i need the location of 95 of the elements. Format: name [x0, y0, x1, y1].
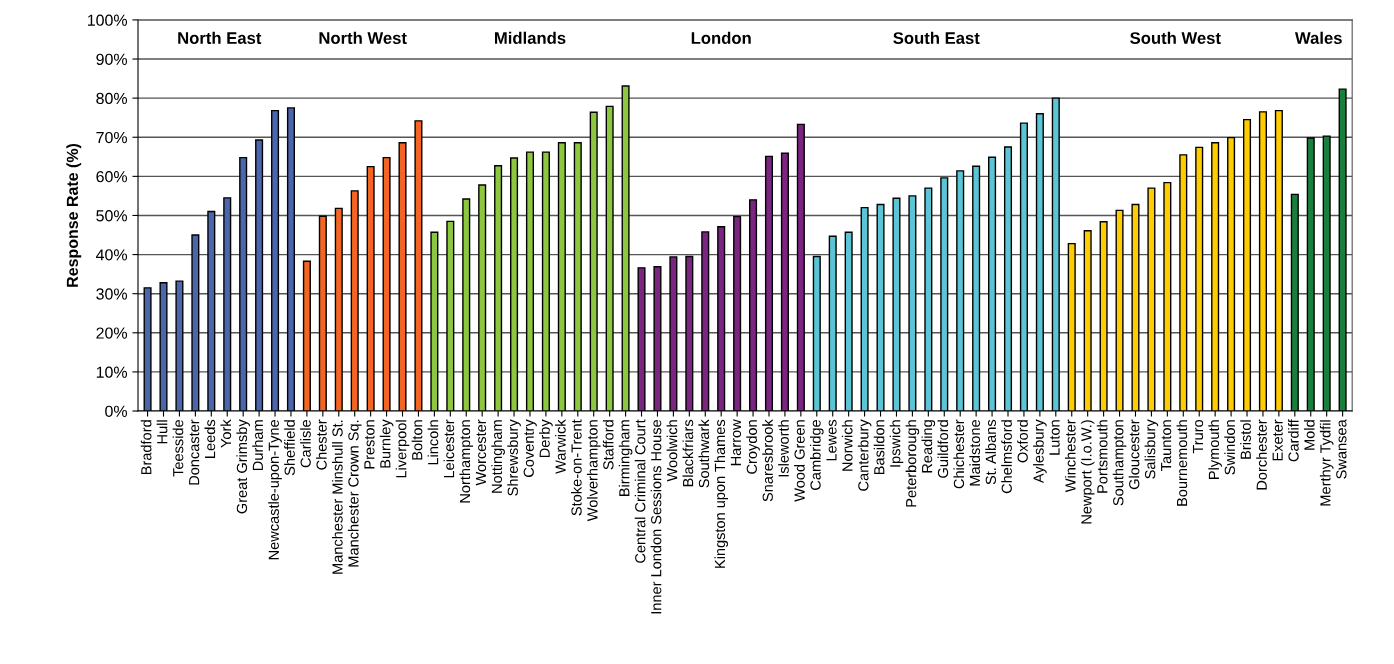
x-tick-label: Nottingham — [491, 420, 505, 493]
y-tick-label: 60% — [96, 170, 128, 183]
x-tick-label: Swindon — [1224, 420, 1235, 475]
x-tick-label: Bolton — [411, 420, 423, 460]
x-tick-label: Great Grimsby — [236, 419, 250, 514]
x-tick-label: Stoke-on-Trent — [570, 419, 582, 516]
x-tick-label: Birmingham — [618, 420, 633, 496]
x-tick-label: Bristol — [1240, 420, 1251, 459]
x-tick-label: Plymouth — [1208, 420, 1222, 479]
x-tick-label: Croydon — [746, 420, 760, 474]
x-tick-label: Guildford — [937, 420, 949, 478]
x-tick-label: Burnley — [379, 419, 394, 468]
x-tick-label: Wolverhampton — [586, 420, 601, 522]
y-axis-title: Response Rate (%) — [66, 143, 82, 287]
y-tick-label: 30% — [96, 288, 128, 300]
y-tick-label: 20% — [96, 327, 128, 339]
x-tick-label: Stafford — [602, 420, 614, 470]
x-tick-label: Gloucester — [1128, 419, 1140, 490]
y-tick-label: 0% — [105, 405, 128, 417]
annotation: South West — [1130, 31, 1221, 44]
x-tick-label: Canterbury — [857, 419, 872, 491]
x-tick-label: Ipswich — [889, 420, 904, 467]
x-tick-label: Coventry — [523, 419, 537, 477]
x-tick-label: Reading — [921, 420, 936, 473]
x-tick-label: Lewes — [826, 419, 837, 461]
x-tick-label: Taunton — [1161, 420, 1172, 471]
x-tick-label: Teesside — [172, 419, 184, 477]
x-tick-label: St. Albans — [985, 419, 996, 485]
x-tick-label: York — [220, 419, 232, 448]
x-tick-label: Mold — [1303, 420, 1315, 450]
x-tick-label: Newcastle-upon-Tyne — [268, 419, 282, 560]
x-tick-label: Salisbury — [1144, 419, 1159, 479]
y-tick-label: 70% — [96, 131, 128, 144]
x-tick-label: Preston — [364, 420, 375, 469]
x-tick-label: Truro — [1192, 419, 1204, 454]
x-tick-label: Cambridge — [810, 419, 824, 490]
x-tick-label: Isleworth — [778, 420, 789, 477]
x-tick-label: Doncaster — [189, 419, 200, 485]
x-tick-label: Norwich — [841, 420, 853, 471]
x-tick-label: Blackfriars — [682, 419, 694, 487]
x-tick-label: Woolwich — [666, 420, 678, 482]
x-tick-label: Snaresbrook — [762, 419, 773, 502]
y-tick-label: 100% — [87, 14, 128, 26]
x-tick-label: Kingston upon Thames — [714, 419, 728, 568]
x-tick-label: Newport (I.o.W.) — [1080, 420, 1095, 524]
x-tick-label: Swansea — [1336, 419, 1347, 479]
x-tick-label: Liverpool — [395, 420, 410, 478]
x-tick-label: Luton — [1049, 420, 1060, 455]
x-tick-label: Chelmsford — [1001, 420, 1012, 494]
x-tick-label: Manchester Minshull St. — [331, 420, 343, 574]
x-tick-label: Dorchester — [1256, 419, 1267, 490]
x-tick-label: Leicester — [443, 419, 455, 478]
x-tick-label: Merthyr Tydfil — [1319, 420, 1334, 506]
x-tick-label: Hull — [156, 420, 168, 444]
x-tick-label: Peterborough — [905, 420, 920, 507]
x-tick-label: Basildon — [873, 420, 885, 475]
y-tick-label: 80% — [96, 92, 128, 105]
annotation: Midlands — [494, 31, 566, 44]
y-tick-label: 90% — [96, 53, 128, 65]
x-tick-label: Cardiff — [1288, 419, 1299, 462]
x-tick-label: Portsmouth — [1096, 420, 1108, 493]
x-tick-label: Lincoln — [427, 420, 439, 465]
x-tick-label: Harrow — [730, 419, 742, 466]
annotation: South East — [893, 31, 980, 44]
x-tick-label: Shrewsbury — [507, 419, 521, 496]
y-tick-label: 40% — [95, 249, 128, 261]
x-tick-label: Warwick — [555, 419, 566, 474]
y-tick-label: 10% — [96, 366, 128, 378]
x-tick-label: Derby — [539, 419, 553, 458]
x-tick-label: Durham — [252, 420, 264, 471]
x-tick-label: Oxford — [1017, 420, 1028, 463]
x-tick-label: Central Criminal Court — [634, 419, 646, 563]
x-tick-label: Bradford — [140, 420, 152, 475]
annotation: Wales — [1294, 31, 1342, 44]
x-tick-label: Maidstone — [969, 419, 981, 486]
x-tick-label: Carlisle — [300, 420, 311, 468]
x-tick-label: Bournemouth — [1176, 420, 1188, 506]
x-tick-label: Leeds — [204, 419, 216, 458]
annotation: North East — [178, 31, 262, 44]
annotation: North West — [319, 31, 407, 44]
x-tick-label: Chester — [316, 419, 327, 470]
x-tick-label: Worcester — [475, 419, 487, 486]
x-tick-label: Inner London Sessions House — [650, 419, 662, 614]
x-tick-label: Northampton — [459, 420, 474, 503]
x-tick-label: Wood Green — [794, 420, 805, 502]
x-tick-label: Southwark — [698, 419, 710, 488]
y-tick-label: 50% — [96, 210, 128, 222]
x-tick-label: Exeter — [1272, 419, 1283, 461]
annotation: London — [691, 31, 751, 44]
x-tick-label: Sheffield — [284, 420, 295, 476]
x-tick-label: Winchester — [1064, 419, 1076, 493]
x-tick-label: Southampton — [1112, 420, 1127, 506]
x-tick-label: Aylesbury — [1033, 419, 1047, 484]
x-tick-label: Manchester Crown Sq. — [347, 420, 362, 567]
x-tick-label: Chichester — [953, 419, 965, 489]
